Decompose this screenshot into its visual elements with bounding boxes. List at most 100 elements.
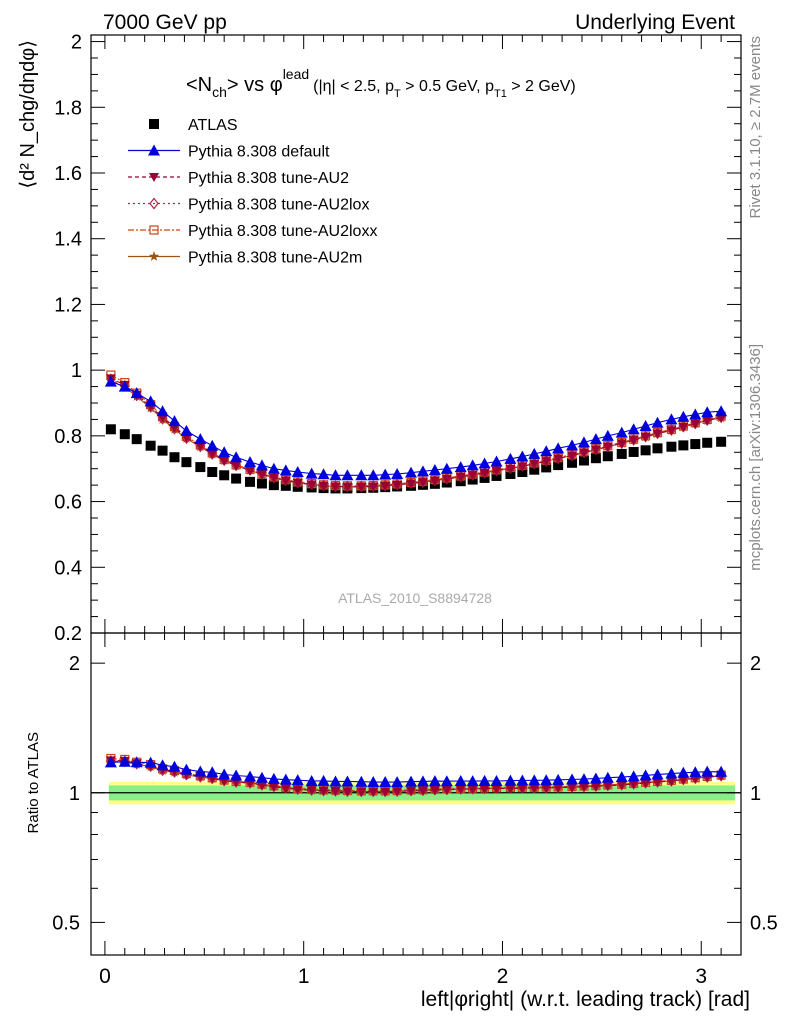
data-point [505,464,516,474]
data-point [689,408,702,420]
ratio-point [406,786,417,796]
data-point [516,450,529,462]
data-point [640,432,651,442]
ratio-point [130,756,143,768]
data-point [440,462,453,474]
data-point [640,445,651,456]
ratio-point [330,787,341,797]
data-point [279,464,292,476]
data-point [455,472,466,482]
ratio-point [566,773,579,785]
ratio-point [180,763,193,775]
legend-item: ATLAS [149,117,238,134]
data-point [665,413,678,425]
ratio-point [454,775,467,787]
ratio-point [292,785,303,795]
data-point [256,470,267,480]
data-point [517,467,528,477]
ratio-point [118,755,131,767]
ratio-y-tick-label-right: 0.5 [750,912,778,934]
data-point [589,433,602,445]
analysis-watermark: ATLAS_2010_S8894728 [338,590,492,606]
data-point [169,452,180,463]
data-point [280,476,291,486]
ratio-point [279,773,292,785]
legend-marker [149,225,159,235]
ratio-point [291,774,304,786]
data-point [230,451,243,463]
data-point [541,457,552,467]
data-point [677,410,690,422]
data-point [429,476,440,486]
data-point [628,436,639,446]
data-point [194,433,207,445]
legend-label: Pythia 8.308 tune-AU2m [188,250,362,267]
ratio-point [306,786,317,796]
ratio-point [517,784,528,794]
x-axis-label: left|φright| (w.r.t. leading track) [rad… [421,988,750,1011]
ratio-point [678,775,689,785]
ratio-y-tick-label: 2 [69,653,80,675]
data-point [245,466,256,476]
data-point [454,461,467,473]
data-point [517,462,528,472]
data-point [590,453,601,464]
data-point [602,442,613,452]
ratio-point [567,783,578,793]
ratio-point [342,787,353,797]
legend-item: Pythia 8.308 tune-AU2lox [128,197,369,214]
ratio-point [317,774,330,786]
ratio-point [505,784,516,794]
data-point [306,480,317,490]
y-tick-label: 1.8 [54,97,82,119]
ratio-point [640,778,651,788]
data-point [268,480,279,491]
data-point [678,422,689,432]
data-point [181,457,192,468]
legend-item: Pythia 8.308 tune-AU2 [128,170,349,187]
data-point [567,451,578,461]
data-point [268,473,279,483]
data-point [219,456,230,466]
ratio-point [392,787,403,797]
ratio-point [416,775,429,787]
ratio-y-tick-label-right: 1 [750,783,761,805]
data-point [529,464,540,475]
data-point [540,445,553,457]
data-point [478,457,491,469]
data-point [245,476,256,487]
ratio-point [479,784,490,794]
ratio-point [356,787,367,797]
data-point [666,441,677,452]
data-point [504,452,517,464]
ratio-point [144,756,157,768]
ratio-point [268,782,279,792]
data-point [627,423,640,435]
data-point [651,416,664,428]
ratio-point [104,756,117,768]
ratio-plot-frame [90,632,742,956]
ratio-point [368,787,379,797]
legend-item: Pythia 8.308 tune-AU2loxx [128,223,377,240]
data-point [292,478,303,488]
tick-labels: 0 1 2 3 0.2 0.4 0.6 0.8 1 1.2 1.4 1.6 1.8 2 0.5 0.5 1 1 2 2 [52,32,778,988]
data-point [195,462,206,473]
ratio-point [391,776,404,788]
legend-label: Pythia 8.308 tune-AU2lox [188,197,369,214]
data-point [218,446,231,458]
data-point [491,466,502,476]
ratio-point [379,776,392,788]
data-point [553,460,564,471]
y-tick-label: 0.6 [54,492,82,514]
y-axis-label-ratio: Ratio to ATLAS [25,732,42,833]
data-point [256,478,267,489]
y-tick-label: 0.4 [54,557,82,579]
data-point [652,443,663,454]
data-point [180,424,193,436]
ratio-point [156,759,169,771]
ratio-point [540,774,553,786]
ratio-point [589,772,602,784]
data-point [416,465,429,477]
data-point [219,470,230,481]
data-point [567,457,578,468]
